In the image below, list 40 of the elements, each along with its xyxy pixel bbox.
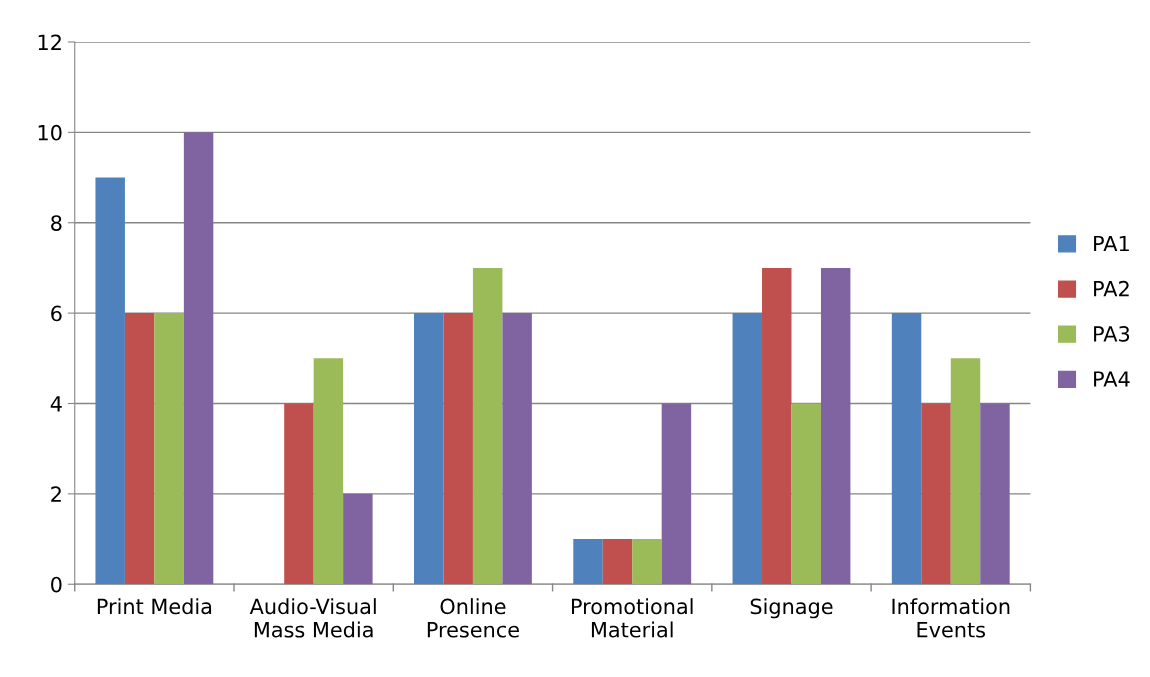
x-tick-label: Promotional Material xyxy=(571,598,693,638)
y-tick-label: 4 xyxy=(50,396,62,412)
y-tick-label: 12 xyxy=(38,34,61,50)
bar xyxy=(443,313,473,585)
bar xyxy=(313,358,344,585)
bar xyxy=(762,267,792,585)
bar xyxy=(183,132,214,585)
legend-label: PA1 xyxy=(1094,235,1129,252)
bar xyxy=(732,313,763,585)
bar xyxy=(284,403,314,585)
legend-label: PA4 xyxy=(1094,371,1130,387)
bar xyxy=(502,313,532,585)
x-tick-label: Online Presence xyxy=(427,598,519,638)
bar xyxy=(154,313,184,585)
bar xyxy=(950,358,981,585)
bar xyxy=(573,539,603,585)
bar xyxy=(632,539,662,585)
y-tick-label: 0 xyxy=(51,576,62,593)
bar xyxy=(820,267,851,585)
bar xyxy=(921,403,951,585)
y-tick-label: 8 xyxy=(51,215,62,231)
bar xyxy=(791,403,821,585)
x-tick-label: Signage xyxy=(750,598,833,619)
bar xyxy=(343,493,373,585)
bar xyxy=(124,313,155,585)
bar xyxy=(661,403,692,585)
bar xyxy=(95,177,125,585)
bar xyxy=(980,403,1010,585)
legend-label: PA2 xyxy=(1094,280,1129,297)
bar xyxy=(891,313,922,585)
x-tick-label: Audio-Visual Mass Media xyxy=(249,598,376,638)
x-tick-label: Print Media xyxy=(97,598,212,615)
x-tick-label: Information Events xyxy=(892,598,1010,638)
y-tick-label: 6 xyxy=(51,305,62,322)
bar xyxy=(472,267,503,585)
bar xyxy=(414,313,444,585)
bar xyxy=(602,539,633,585)
y-tick-label: 2 xyxy=(51,486,61,502)
legend-label: PA3 xyxy=(1094,325,1130,342)
y-tick-label: 10 xyxy=(38,124,62,141)
